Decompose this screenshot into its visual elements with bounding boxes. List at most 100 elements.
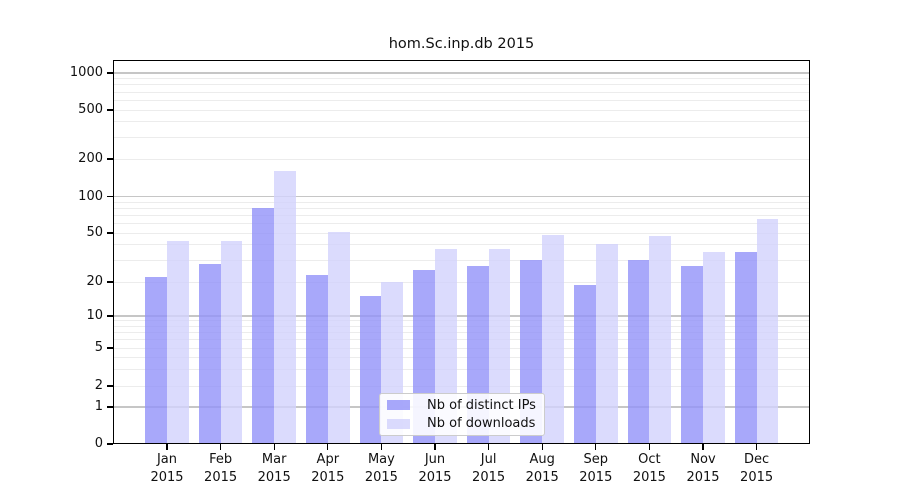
y-tick-label: 100 [78, 188, 103, 204]
x-tick-mark [380, 444, 383, 450]
y-tick-label: 20 [86, 274, 103, 289]
x-tick-year: 2015 [579, 469, 613, 485]
bar-distinct-ips-oct [627, 260, 650, 444]
legend-swatch-distinct-ips [387, 400, 410, 411]
legend-swatch-downloads [387, 418, 410, 429]
y-tick-label: 500 [78, 102, 103, 117]
x-tick-year: 2015 [257, 469, 291, 485]
x-tick-year: 2015 [311, 469, 345, 485]
minor-gridline [114, 347, 809, 349]
x-tick-mark [219, 444, 222, 450]
x-tick-year: 2015 [364, 469, 398, 485]
x-tick-month: May [367, 452, 395, 467]
minor-gridline [114, 109, 809, 111]
major-gridline [114, 195, 809, 198]
x-tick-label: May 2015 [353, 451, 409, 486]
bar-distinct-ips-may [359, 296, 382, 444]
bar-distinct-ips-apr [306, 274, 328, 444]
x-tick-mark [487, 444, 490, 450]
minor-gridline [114, 99, 809, 101]
major-gridline [114, 72, 809, 74]
x-tick-mark [434, 444, 436, 450]
bar-distinct-ips-dec [734, 252, 757, 444]
minor-gridline [114, 368, 809, 370]
x-tick-month: Jul [480, 452, 497, 467]
x-tick-mark [755, 444, 758, 450]
bar-downloads-feb [220, 241, 243, 444]
minor-gridline [114, 207, 809, 209]
bar-downloads-apr [327, 232, 350, 444]
x-tick-label: Nov 2015 [675, 451, 731, 486]
minor-gridline [114, 259, 809, 261]
x-tick-year: 2015 [632, 469, 666, 485]
x-tick-month: Nov [690, 452, 716, 467]
x-tick-label: Aug 2015 [514, 451, 570, 486]
x-tick-year: 2015 [740, 469, 774, 485]
bar-downloads-sep [595, 243, 618, 444]
minor-gridline [114, 84, 809, 86]
x-tick-label: Feb 2015 [193, 451, 249, 486]
legend-label: Nb of distinct IPs [427, 397, 536, 413]
legend: Nb of distinct IPs Nb of downloads [379, 393, 545, 436]
y-tick-label: 1 [94, 399, 103, 414]
x-tick-label: Oct 2015 [621, 451, 677, 486]
bar-downloads-nov [703, 252, 725, 444]
y-tick-label: 1000 [69, 65, 103, 80]
bar-downloads-dec [756, 219, 779, 444]
x-tick-year: 2015 [686, 469, 720, 485]
bar-distinct-ips-nov [681, 266, 703, 444]
x-tick-label: Mar 2015 [246, 451, 302, 486]
minor-gridline [114, 325, 809, 327]
x-tick-month: Apr [316, 452, 340, 467]
x-tick-year: 2015 [418, 469, 452, 485]
x-tick-mark [595, 444, 597, 450]
x-tick-month: Dec [744, 452, 770, 467]
y-tick-label: 200 [78, 151, 103, 166]
bar-distinct-ips-feb [198, 264, 221, 444]
legend-row: Nb of distinct IPs [380, 396, 544, 414]
bar-downloads-jan [167, 241, 189, 444]
y-tick-mark [107, 195, 113, 198]
x-tick-month: Feb [209, 452, 233, 467]
x-tick-month: Aug [529, 452, 555, 467]
minor-gridline [114, 222, 809, 224]
bar-distinct-ips-mar [252, 208, 275, 444]
bar-downloads-aug [542, 235, 564, 444]
y-tick-mark [107, 443, 113, 445]
y-tick-label: 5 [94, 340, 103, 355]
minor-gridline [114, 385, 809, 387]
x-tick-month: Jun [424, 452, 446, 467]
x-tick-label: Dec 2015 [729, 451, 785, 486]
y-tick-mark [107, 158, 113, 160]
y-tick-mark [107, 315, 113, 317]
minor-gridline [114, 281, 809, 283]
chart-title: hom.Sc.inp.db 2015 [388, 36, 535, 52]
x-tick-year: 2015 [150, 469, 184, 485]
minor-gridline [114, 339, 809, 341]
minor-gridline [114, 356, 809, 358]
y-tick-label: 10 [86, 308, 103, 323]
minor-gridline [114, 91, 809, 93]
x-tick-label: Jun 2015 [407, 451, 463, 486]
plot-area-border [113, 59, 810, 444]
minor-gridline [114, 78, 809, 80]
y-tick-mark [107, 109, 113, 111]
y-tick-label: 2 [94, 378, 103, 393]
minor-gridline [114, 214, 809, 216]
y-tick-mark [107, 232, 113, 234]
bar-downloads-mar [274, 171, 296, 444]
y-tick-mark [107, 281, 113, 283]
x-tick-month: Jan [156, 452, 178, 467]
minor-gridline [114, 331, 809, 333]
x-tick-label: Apr 2015 [300, 451, 356, 486]
y-tick-label: 50 [86, 225, 103, 240]
minor-gridline [114, 320, 809, 322]
x-tick-label: Jan 2015 [139, 451, 195, 486]
x-tick-mark [273, 444, 275, 450]
legend-row: Nb of downloads [380, 415, 544, 433]
x-tick-month: Mar [261, 452, 287, 467]
y-tick-mark [107, 72, 113, 74]
x-tick-mark [541, 444, 543, 450]
x-tick-label: Sep 2015 [568, 451, 624, 486]
x-tick-month: Sep [583, 452, 609, 467]
